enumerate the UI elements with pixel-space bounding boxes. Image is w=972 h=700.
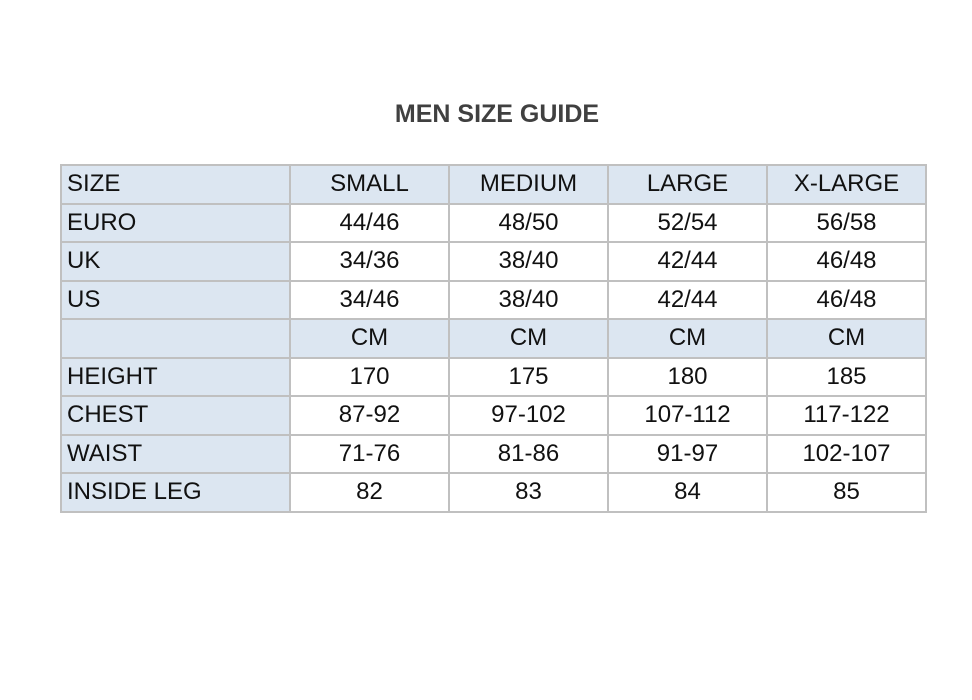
table-cell: 107-112 (607, 395, 768, 436)
table-cell: 117-122 (766, 395, 927, 436)
table-cell: CM (766, 318, 927, 359)
table-cell: 46/48 (766, 241, 927, 282)
header-row: SIZE SMALL MEDIUM LARGE X-LARGE (60, 164, 927, 205)
table-cell: 46/48 (766, 279, 927, 320)
table-cell: 175 (448, 356, 609, 397)
row-label: INSIDE LEG (60, 472, 291, 513)
table-cell: 85 (766, 472, 927, 513)
table-row: CM CM CM CM (60, 318, 927, 359)
table-cell: 81-86 (448, 433, 609, 474)
table-cell: 48/50 (448, 202, 609, 243)
table-cell: 38/40 (448, 241, 609, 282)
table-cell: SMALL (289, 164, 450, 205)
table-cell: 56/58 (766, 202, 927, 243)
table-cell: CM (289, 318, 450, 359)
table-cell: CM (448, 318, 609, 359)
table-cell: 97-102 (448, 395, 609, 436)
table-row: CHEST 87-92 97-102 107-112 117-122 (60, 395, 927, 436)
table-row: HEIGHT 170 175 180 185 (60, 356, 927, 397)
table-cell: 42/44 (607, 279, 768, 320)
table-cell: 44/46 (289, 202, 450, 243)
table-cell: 185 (766, 356, 927, 397)
table-cell: 42/44 (607, 241, 768, 282)
table-cell: 82 (289, 472, 450, 513)
row-label: UK (60, 241, 291, 282)
table-cell: 180 (607, 356, 768, 397)
row-label: HEIGHT (60, 356, 291, 397)
table-row: US 34/46 38/40 42/44 46/48 (60, 279, 927, 320)
table-cell: 71-76 (289, 433, 450, 474)
table-cell: 91-97 (607, 433, 768, 474)
table-cell: 38/40 (448, 279, 609, 320)
table-cell: 84 (607, 472, 768, 513)
table-row: INSIDE LEG 82 83 84 85 (60, 472, 927, 513)
row-label (60, 318, 291, 359)
table-cell: LARGE (607, 164, 768, 205)
table-cell: 34/36 (289, 241, 450, 282)
table-cell: 170 (289, 356, 450, 397)
table-cell: 102-107 (766, 433, 927, 474)
row-label: CHEST (60, 395, 291, 436)
table-row: EURO 44/46 48/50 52/54 56/58 (60, 202, 927, 243)
row-label: US (60, 279, 291, 320)
table-cell: CM (607, 318, 768, 359)
table-cell: 34/46 (289, 279, 450, 320)
page-title: MEN SIZE GUIDE (394, 100, 600, 128)
table-cell: 87-92 (289, 395, 450, 436)
row-label: SIZE (60, 164, 291, 205)
table-row: WAIST 71-76 81-86 91-97 102-107 (60, 433, 927, 474)
table-cell: MEDIUM (448, 164, 609, 205)
table-cell: 83 (448, 472, 609, 513)
size-guide-table: SIZE SMALL MEDIUM LARGE X-LARGE EURO 44/46 48/5… (60, 164, 927, 513)
table-row: UK 34/36 38/40 42/44 46/48 (60, 241, 927, 282)
table-cell: X-LARGE (766, 164, 927, 205)
row-label: EURO (60, 202, 291, 243)
table-cell: 52/54 (607, 202, 768, 243)
row-label: WAIST (60, 433, 291, 474)
